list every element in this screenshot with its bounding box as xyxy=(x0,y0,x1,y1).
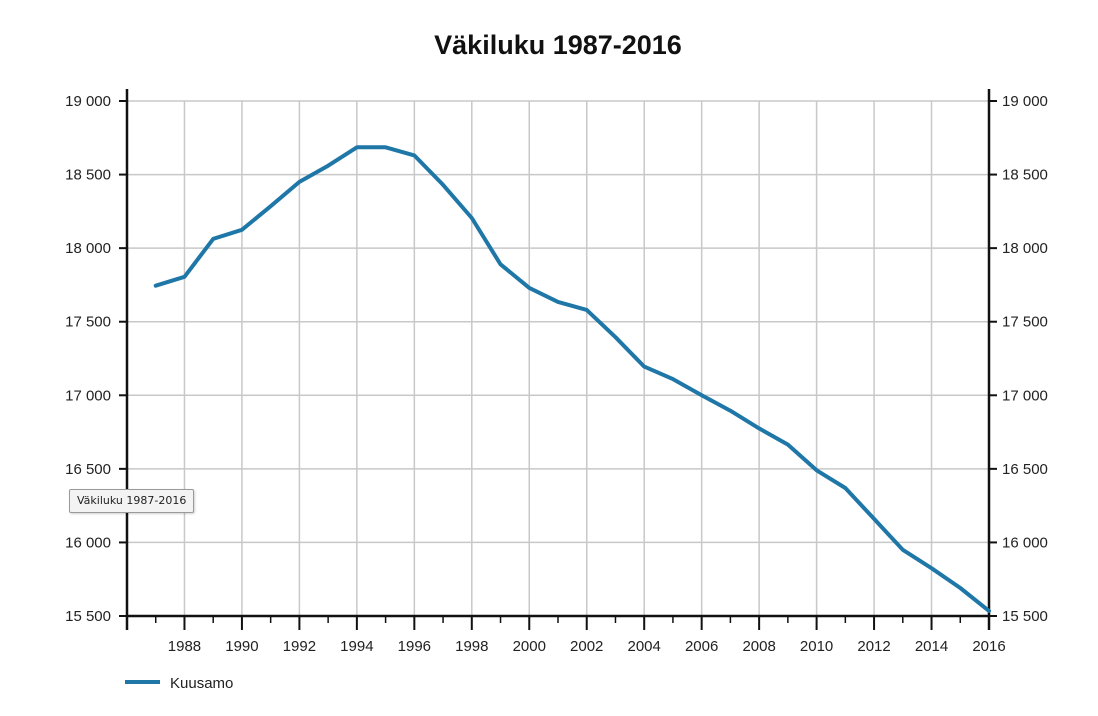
x-tick-label: 1998 xyxy=(455,638,488,655)
y-tick-label-right: 17 500 xyxy=(1002,314,1048,331)
x-tick-label: 2008 xyxy=(742,638,775,655)
x-tick-label: 1992 xyxy=(283,638,316,655)
y-tick-label-right: 16 500 xyxy=(1002,461,1048,478)
x-tick-label: 2000 xyxy=(513,638,546,655)
chart-tooltip: Väkiluku 1987-2016 xyxy=(69,489,195,513)
y-tick-label-left: 18 500 xyxy=(65,167,111,184)
y-tick-label-right: 15 500 xyxy=(1002,608,1048,625)
x-tick-label: 2012 xyxy=(857,638,890,655)
y-tick-label-right: 18 500 xyxy=(1002,167,1048,184)
y-tick-label-right: 19 000 xyxy=(1002,93,1048,110)
y-tick-label-left: 19 000 xyxy=(65,93,111,110)
y-tick-label-left: 17 500 xyxy=(65,314,111,331)
tick-labels: 15 500 15 500 16 000 16 000 16 500 16 500 17 0… xyxy=(65,93,1048,655)
x-tick-label: 1990 xyxy=(225,638,258,655)
y-tick-label-left: 16 000 xyxy=(65,534,111,551)
y-tick-label-right: 18 000 xyxy=(1002,240,1048,257)
legend: Kuusamo xyxy=(125,675,233,692)
x-tick-label: 2004 xyxy=(628,638,661,655)
x-tick-label: 2006 xyxy=(685,638,718,655)
series-lines xyxy=(153,145,991,613)
x-tick-label: 2010 xyxy=(800,638,833,655)
chart-title: Väkiluku 1987-2016 xyxy=(434,30,682,60)
y-tick-label-right: 16 000 xyxy=(1002,534,1048,551)
y-tick-label-left: 18 000 xyxy=(65,240,111,257)
x-tick-label: 2016 xyxy=(972,638,1005,655)
y-tick-label-left: 16 500 xyxy=(65,461,111,478)
y-tick-label-left: 17 000 xyxy=(65,387,111,404)
x-tick-label: 1994 xyxy=(340,638,373,655)
x-tick-label: 1996 xyxy=(398,638,431,655)
x-tick-label: 2002 xyxy=(570,638,603,655)
y-tick-label-right: 17 000 xyxy=(1002,387,1048,404)
legend-label-kuusamo: Kuusamo xyxy=(170,675,233,692)
axes xyxy=(119,89,997,630)
x-tick-label: 2014 xyxy=(915,638,948,655)
series-line-kuusamo xyxy=(153,145,991,613)
grid xyxy=(127,100,989,616)
y-tick-label-left: 15 500 xyxy=(65,608,111,625)
x-tick-label: 1988 xyxy=(168,638,201,655)
